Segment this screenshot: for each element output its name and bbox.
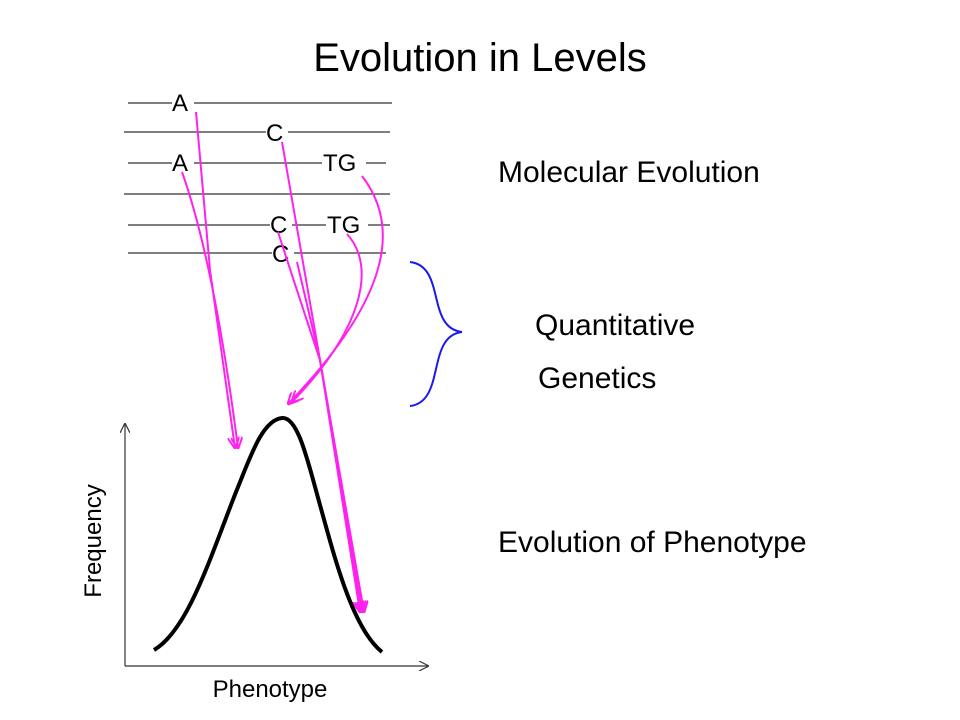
quantitative-genetics-label-line2: Genetics [538, 362, 657, 395]
y-axis-label: Frequency [80, 484, 107, 597]
quantitative-genetics-label-line1: Quantitative [535, 309, 696, 342]
locus-label-tg2: TG [327, 212, 360, 239]
locus-label-c1: C [266, 120, 283, 147]
locus-effect-arrow [288, 175, 384, 404]
phenotype-evolution-label: Evolution of Phenotype [498, 526, 807, 559]
locus-effect-arrow [292, 233, 363, 402]
phenotype-distribution-curve [152, 416, 384, 654]
locus-effect-arrow [296, 261, 362, 612]
locus-effect-arrow [195, 111, 235, 448]
page-title: Evolution in Levels [313, 36, 647, 80]
molecular-evolution-label: Molecular Evolution [498, 156, 760, 189]
quantitative-genetics-brace [409, 261, 463, 407]
sequence-lines [124, 102, 392, 254]
locus-label-c3: C [272, 241, 289, 268]
locus-label-a2: A [172, 150, 188, 177]
locus-label-a1: A [172, 90, 188, 117]
locus-label-c2: C [270, 212, 287, 239]
x-axis-label: Phenotype [213, 676, 328, 703]
locus-effect-arrow [181, 171, 238, 448]
locus-label-tg1: TG [323, 150, 356, 177]
